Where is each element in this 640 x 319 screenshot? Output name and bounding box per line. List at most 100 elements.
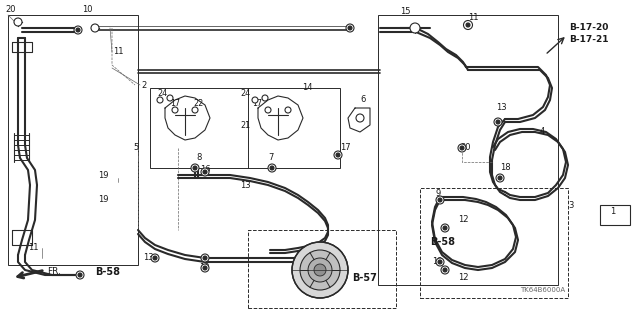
Circle shape: [356, 114, 364, 122]
Circle shape: [336, 153, 340, 157]
Circle shape: [74, 26, 82, 34]
Circle shape: [265, 107, 271, 113]
Bar: [8, 15, 138, 265]
Bar: [600, 205, 630, 225]
Circle shape: [285, 107, 291, 113]
Text: 14: 14: [302, 84, 312, 93]
Circle shape: [346, 24, 354, 32]
Text: 11: 11: [28, 243, 38, 253]
Text: B-17-21: B-17-21: [569, 35, 609, 44]
Text: 19: 19: [98, 170, 109, 180]
Circle shape: [153, 256, 157, 260]
Bar: [378, 15, 558, 285]
Text: 17: 17: [340, 144, 351, 152]
Text: 24: 24: [240, 88, 250, 98]
Circle shape: [460, 146, 464, 150]
Text: TK64B6000A: TK64B6000A: [520, 287, 565, 293]
Circle shape: [201, 168, 209, 176]
Circle shape: [496, 174, 504, 182]
Circle shape: [262, 95, 268, 101]
Text: 2: 2: [141, 80, 147, 90]
Text: 21: 21: [240, 121, 250, 130]
Circle shape: [441, 224, 449, 232]
Text: 7: 7: [268, 153, 273, 162]
Text: 13: 13: [143, 254, 154, 263]
Circle shape: [270, 166, 274, 170]
Text: 17: 17: [170, 99, 180, 108]
Text: 1: 1: [610, 207, 615, 217]
Text: 19: 19: [432, 257, 442, 266]
Circle shape: [201, 264, 209, 272]
Circle shape: [157, 97, 163, 103]
Circle shape: [172, 107, 178, 113]
Text: 24: 24: [157, 88, 167, 98]
Text: 11: 11: [468, 13, 479, 23]
Text: B-57: B-57: [352, 273, 377, 283]
Circle shape: [292, 242, 348, 298]
Circle shape: [203, 256, 207, 260]
Circle shape: [494, 118, 502, 126]
Circle shape: [203, 266, 207, 270]
Text: 16: 16: [200, 166, 211, 174]
Text: 22: 22: [193, 99, 204, 108]
Circle shape: [151, 254, 159, 262]
Circle shape: [192, 107, 198, 113]
Text: 5: 5: [133, 144, 138, 152]
Circle shape: [498, 176, 502, 180]
Circle shape: [314, 264, 326, 276]
Circle shape: [252, 97, 258, 103]
Bar: [420, 188, 568, 298]
Bar: [150, 88, 340, 168]
Text: 12: 12: [458, 216, 468, 225]
Circle shape: [76, 28, 80, 32]
Circle shape: [466, 23, 470, 27]
Text: 20: 20: [460, 144, 470, 152]
Text: 4: 4: [540, 128, 545, 137]
Bar: [248, 230, 396, 308]
Circle shape: [348, 26, 352, 30]
Circle shape: [438, 198, 442, 202]
Circle shape: [436, 258, 444, 266]
Text: 17: 17: [252, 99, 262, 108]
Circle shape: [308, 258, 332, 282]
Text: 19: 19: [199, 263, 209, 272]
Text: B-58: B-58: [430, 237, 455, 247]
Text: FR.: FR.: [47, 268, 61, 277]
Circle shape: [193, 166, 197, 170]
Text: 20: 20: [5, 5, 15, 14]
Circle shape: [443, 226, 447, 230]
Circle shape: [496, 120, 500, 124]
Text: 15: 15: [400, 8, 410, 17]
Circle shape: [14, 18, 22, 26]
Text: 9: 9: [435, 189, 440, 197]
Text: B-17-20: B-17-20: [569, 24, 609, 33]
Text: 8: 8: [196, 152, 202, 161]
Circle shape: [91, 24, 99, 32]
Circle shape: [443, 268, 447, 272]
Text: 11: 11: [113, 48, 124, 56]
Circle shape: [463, 20, 472, 29]
Circle shape: [410, 23, 420, 33]
Circle shape: [300, 250, 340, 290]
Text: 6: 6: [360, 95, 365, 105]
Text: 18: 18: [500, 164, 511, 173]
Circle shape: [268, 164, 276, 172]
Circle shape: [436, 196, 444, 204]
Circle shape: [334, 151, 342, 159]
Text: 19: 19: [98, 196, 109, 204]
Text: 12: 12: [458, 273, 468, 283]
Circle shape: [76, 271, 84, 279]
Circle shape: [78, 273, 82, 277]
Text: 3: 3: [568, 201, 573, 210]
Circle shape: [201, 254, 209, 262]
Circle shape: [438, 260, 442, 264]
Circle shape: [441, 266, 449, 274]
Circle shape: [191, 164, 199, 172]
Text: 10: 10: [82, 5, 93, 14]
Circle shape: [203, 170, 207, 174]
Text: B-58: B-58: [95, 267, 120, 277]
Text: 13: 13: [496, 103, 507, 113]
Circle shape: [458, 144, 466, 152]
Circle shape: [167, 95, 173, 101]
Text: 13: 13: [240, 181, 251, 189]
